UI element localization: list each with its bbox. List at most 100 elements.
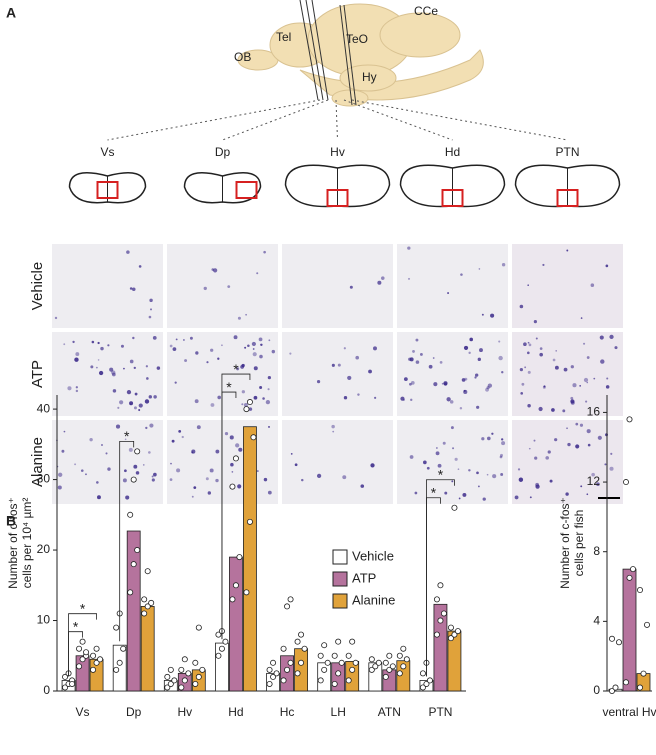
stained-cell xyxy=(447,292,450,295)
stained-cell xyxy=(477,357,481,362)
stained-cell xyxy=(210,348,214,352)
data-point xyxy=(324,659,331,666)
data-point xyxy=(372,663,379,670)
significance-bracket xyxy=(221,373,251,640)
data-point xyxy=(612,684,619,691)
stained-cell xyxy=(237,484,242,489)
y-axis-label: cells per fish xyxy=(572,510,586,577)
stained-cell xyxy=(357,393,360,396)
row-label: Alanine xyxy=(29,437,46,487)
stained-cell xyxy=(267,490,272,495)
brain-diagram xyxy=(237,0,484,107)
stained-cell xyxy=(435,451,440,456)
stained-cell xyxy=(169,344,173,348)
data-point xyxy=(451,631,458,638)
data-point xyxy=(76,645,83,652)
data-point xyxy=(623,679,630,686)
stained-cell xyxy=(527,403,531,408)
section-label: Dp xyxy=(215,145,231,159)
data-point xyxy=(298,631,305,638)
data-point xyxy=(113,624,120,631)
data-point xyxy=(321,642,328,649)
stained-cell xyxy=(267,388,270,391)
data-point xyxy=(335,638,342,645)
stained-cell xyxy=(442,441,446,445)
stained-cell xyxy=(129,359,134,364)
data-point xyxy=(375,659,382,666)
stained-cell xyxy=(461,378,466,382)
stained-cell xyxy=(90,365,94,369)
stained-cell xyxy=(148,451,151,454)
data-point xyxy=(192,680,199,687)
data-point xyxy=(127,589,134,596)
data-point xyxy=(637,587,644,594)
stained-cell xyxy=(519,368,523,372)
stained-cell xyxy=(133,366,136,370)
stained-cell xyxy=(144,399,150,404)
data-point xyxy=(79,656,86,663)
data-point xyxy=(389,663,396,670)
stained-cell xyxy=(117,406,120,409)
legend-label: ATP xyxy=(352,570,376,585)
data-point xyxy=(335,670,342,677)
stained-cell xyxy=(245,313,247,316)
stained-cell xyxy=(481,313,484,316)
bar xyxy=(294,648,308,692)
stained-cell xyxy=(138,403,143,408)
stained-cell xyxy=(426,466,430,470)
significance-label: * xyxy=(233,361,239,377)
stained-cell xyxy=(153,395,157,399)
stained-cell xyxy=(528,447,531,450)
bar xyxy=(229,556,243,692)
data-point xyxy=(171,677,178,684)
stained-cell xyxy=(596,482,600,486)
stained-cell xyxy=(195,351,199,355)
micrograph xyxy=(282,420,393,504)
data-point xyxy=(195,673,202,680)
stained-cell xyxy=(451,480,454,483)
x-tick-label: LH xyxy=(331,705,346,719)
stained-cell xyxy=(524,366,527,369)
stained-cell xyxy=(547,450,551,454)
data-point xyxy=(423,680,430,687)
data-point xyxy=(270,659,277,666)
stained-cell xyxy=(355,355,360,360)
stained-cell xyxy=(614,346,618,350)
stained-cell xyxy=(437,463,442,468)
bar xyxy=(382,669,397,692)
stained-cell xyxy=(347,375,352,381)
stained-cell xyxy=(586,381,589,384)
data-point xyxy=(609,688,616,695)
stained-cell xyxy=(252,352,257,357)
stained-cell xyxy=(579,423,584,427)
data-point xyxy=(352,659,359,666)
stained-cell xyxy=(75,352,80,357)
stained-cell xyxy=(134,392,138,396)
data-point xyxy=(616,639,623,646)
stained-cell xyxy=(444,491,448,495)
data-point xyxy=(287,596,294,603)
stained-cell xyxy=(460,273,463,276)
y-axis-label: Number of c-fos⁺ xyxy=(558,497,572,589)
y-tick-label: 4 xyxy=(593,614,600,628)
roi-box xyxy=(96,181,119,199)
data-point xyxy=(426,677,433,684)
data-point xyxy=(623,479,630,486)
bar xyxy=(126,530,141,692)
stained-cell xyxy=(491,432,494,435)
data-point xyxy=(164,684,171,691)
stained-cell xyxy=(370,463,375,468)
stained-cell xyxy=(586,356,590,359)
data-point xyxy=(419,670,426,677)
stained-cell xyxy=(133,464,138,469)
stained-cell xyxy=(174,381,177,384)
stained-cell xyxy=(539,352,543,357)
stained-cell xyxy=(343,347,346,350)
stained-cell xyxy=(535,337,538,340)
stained-cell xyxy=(450,426,454,430)
data-point xyxy=(90,652,97,659)
stained-cell xyxy=(412,350,415,353)
stained-cell xyxy=(135,471,140,475)
stained-cell xyxy=(479,348,483,353)
stained-cell xyxy=(443,381,448,386)
